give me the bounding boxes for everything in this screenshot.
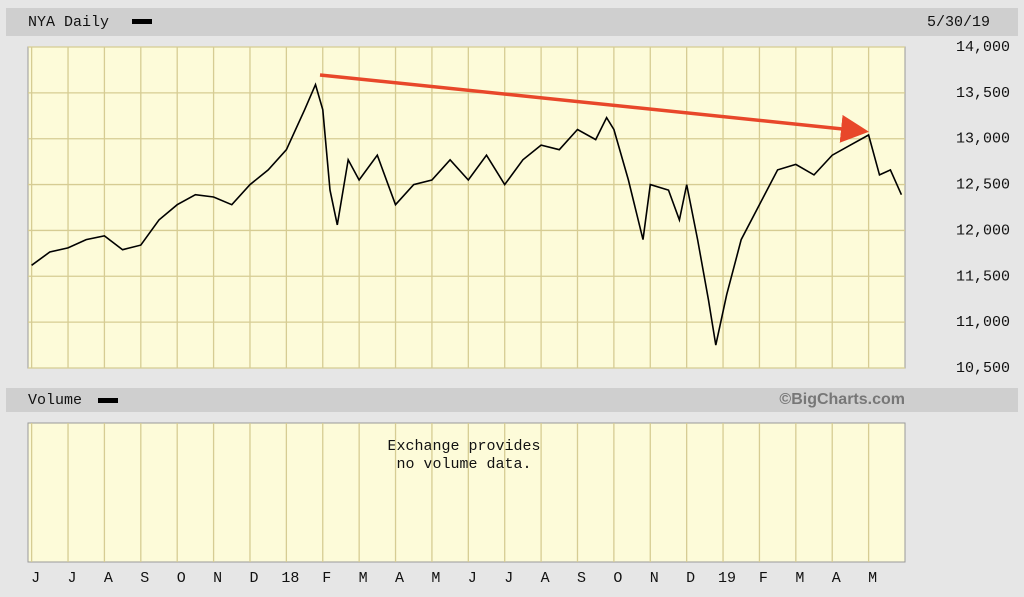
y-tick-label: 13,500 bbox=[956, 85, 1010, 102]
y-tick-label: 13,000 bbox=[956, 131, 1010, 148]
y-tick-label: 14,000 bbox=[956, 39, 1010, 56]
x-tick-label: M bbox=[795, 570, 804, 587]
x-tick-label: A bbox=[541, 570, 550, 587]
legend-swatch bbox=[132, 19, 152, 24]
x-tick-label: D bbox=[686, 570, 695, 587]
x-tick-label: 18 bbox=[281, 570, 299, 587]
x-tick-label: J bbox=[468, 570, 477, 587]
volume-note: no volume data. bbox=[396, 456, 531, 473]
plot bbox=[31, 82, 903, 346]
x-tick-label: A bbox=[832, 570, 841, 587]
y-tick-label: 12,000 bbox=[956, 222, 1010, 239]
x-tick-label: O bbox=[613, 570, 622, 587]
x-tick-label: M bbox=[868, 570, 877, 587]
price-panel bbox=[27, 46, 906, 369]
y-tick-label: 12,500 bbox=[956, 177, 1010, 194]
x-tick-label: J bbox=[68, 570, 77, 587]
x-tick-label: J bbox=[31, 570, 40, 587]
x-tick-label: J bbox=[504, 570, 513, 587]
header-bar bbox=[6, 8, 1018, 36]
y-tick-label: 11,000 bbox=[956, 314, 1010, 331]
volume-bar bbox=[6, 388, 1018, 412]
x-tick-label: N bbox=[650, 570, 659, 587]
x-tick-label: D bbox=[249, 570, 258, 587]
x-tick-label: N bbox=[213, 570, 222, 587]
volume-title: Volume bbox=[28, 392, 82, 409]
x-tick-label: F bbox=[759, 570, 768, 587]
grid bbox=[28, 46, 905, 562]
x-tick-label: 19 bbox=[718, 570, 736, 587]
x-tick-label: A bbox=[395, 570, 404, 587]
x-tick-label: M bbox=[359, 570, 368, 587]
x-tick-label: O bbox=[177, 570, 186, 587]
x-tick-label: S bbox=[140, 570, 149, 587]
volume-swatch bbox=[98, 398, 118, 403]
x-tick-label: M bbox=[431, 570, 440, 587]
date-label: 5/30/19 bbox=[927, 14, 990, 31]
x-tick-label: S bbox=[577, 570, 586, 587]
price-line bbox=[31, 82, 903, 346]
chart-title: NYA Daily bbox=[28, 14, 109, 31]
y-tick-label: 10,500 bbox=[956, 360, 1010, 377]
x-tick-label: F bbox=[322, 570, 331, 587]
y-tick-label: 11,500 bbox=[956, 268, 1010, 285]
volume-note: Exchange provides bbox=[387, 438, 540, 455]
x-tick-label: A bbox=[104, 570, 113, 587]
credit: ©BigCharts.com bbox=[779, 391, 905, 408]
trend-arrow bbox=[319, 73, 869, 143]
